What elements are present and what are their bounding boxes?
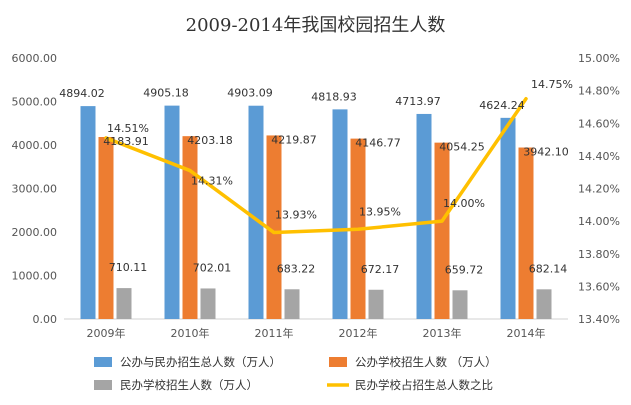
bar-series-1: [248, 105, 264, 320]
legend-label: 公办与民办招生总人数（万人）: [120, 355, 281, 369]
bar-value-label: 4905.18: [143, 87, 189, 100]
y-right-tick-label: 13.40%: [578, 313, 620, 326]
bar-value-label: 4203.18: [187, 134, 233, 147]
bar-series-3: [200, 288, 216, 319]
bar-series-1: [332, 109, 348, 319]
bar-value-label: 683.22: [277, 262, 316, 275]
y-left-tick-label: 2000.00: [12, 226, 58, 239]
bar-value-label: 4903.09: [227, 87, 273, 100]
bar-value-label: 4624.24: [479, 99, 525, 112]
bar-value-label: 4219.87: [271, 133, 317, 146]
bar-series-3: [284, 289, 300, 319]
bar-value-label: 4146.77: [355, 137, 401, 150]
line-value-label: 14.75%: [531, 78, 573, 91]
x-tick-label: 2010年: [171, 326, 210, 340]
x-tick-label: 2013年: [423, 326, 462, 340]
bar-series-2: [266, 135, 282, 319]
bar-series-2: [98, 136, 114, 319]
ratio-line-point: [188, 169, 192, 173]
legend-swatch: [329, 357, 347, 367]
y-left-tick-label: 0.00: [33, 313, 58, 326]
line-value-label: 14.00%: [443, 197, 485, 210]
y-left-tick-label: 6000.00: [12, 52, 58, 65]
bar-value-label: 4818.93: [311, 90, 357, 103]
plot-area: 0.00 1000.00 2000.00 3000.00 4000.00 5000.00 6…: [12, 52, 620, 340]
bar-value-label: 3942.10: [523, 146, 569, 159]
chart-title: 2009-2014年我国校园招生人数: [186, 15, 446, 36]
bar-series-3: [368, 289, 384, 319]
ratio-line-point: [524, 97, 528, 101]
legend: 公办与民办招生总人数（万人） 公办学校招生人数 （万人） 民办学校招生人数（万人） 民…: [94, 355, 497, 392]
y-right-tick-label: 14.80%: [578, 85, 620, 98]
line-value-label: 14.31%: [191, 175, 233, 188]
y-right-tick-label: 13.80%: [578, 248, 620, 261]
y-right-tick-label: 14.00%: [578, 215, 620, 228]
bar-series-1: [80, 106, 96, 319]
bar-series-2: [182, 136, 198, 319]
bar-value-label: 4713.97: [395, 95, 441, 108]
ratio-line-point: [356, 227, 360, 231]
y-left-tick-label: 3000.00: [12, 183, 58, 196]
x-tick-label: 2009年: [87, 326, 126, 340]
legend-label: 公办学校招生人数 （万人）: [355, 355, 497, 369]
legend-label: 民办学校招生人数（万人）: [120, 378, 258, 392]
bar-value-label: 659.72: [445, 263, 484, 276]
ratio-line-point: [272, 231, 276, 235]
y-right-tick-label: 15.00%: [578, 52, 620, 65]
bar-series-3: [536, 289, 552, 319]
y-left-tick-label: 4000.00: [12, 139, 58, 152]
bar-series-3: [116, 288, 132, 319]
y-left-tick-label: 5000.00: [12, 96, 58, 109]
ratio-line: [104, 97, 528, 235]
y-right-tick-label: 14.40%: [578, 150, 620, 163]
bar-series-1: [416, 113, 432, 319]
bar-series-1: [500, 117, 516, 320]
x-tick-label: 2012年: [339, 326, 378, 340]
legend-swatch: [94, 357, 112, 367]
bar-value-label: 710.11: [109, 261, 148, 274]
bar-series-2: [434, 142, 450, 319]
line-value-label: 13.95%: [359, 205, 401, 218]
bar-series-2: [518, 147, 534, 319]
line-value-label: 13.93%: [275, 209, 317, 222]
ratio-line-point: [104, 136, 108, 140]
ratio-line-point: [440, 219, 444, 223]
legend-swatch: [94, 380, 112, 390]
bar-series-1: [164, 105, 180, 320]
y-left-tick-label: 1000.00: [12, 270, 58, 283]
bar-value-label: 682.14: [529, 262, 568, 275]
line-value-label: 14.51%: [107, 122, 149, 135]
bar-series-3: [452, 290, 468, 319]
bar-value-label: 4894.02: [59, 87, 105, 100]
x-tick-label: 2014年: [507, 326, 546, 340]
y-right-tick-label: 13.60%: [578, 280, 620, 293]
y-right-tick-label: 14.60%: [578, 117, 620, 130]
bar-value-label: 672.17: [361, 263, 400, 276]
bar-value-label: 4054.25: [439, 141, 485, 154]
bar-value-label: 4183.91: [103, 135, 149, 148]
bar-value-label: 702.01: [193, 261, 232, 274]
legend-label: 民办学校占招生总人数之比: [355, 378, 493, 392]
y-right-tick-label: 14.20%: [578, 183, 620, 196]
x-tick-label: 2011年: [255, 326, 294, 340]
